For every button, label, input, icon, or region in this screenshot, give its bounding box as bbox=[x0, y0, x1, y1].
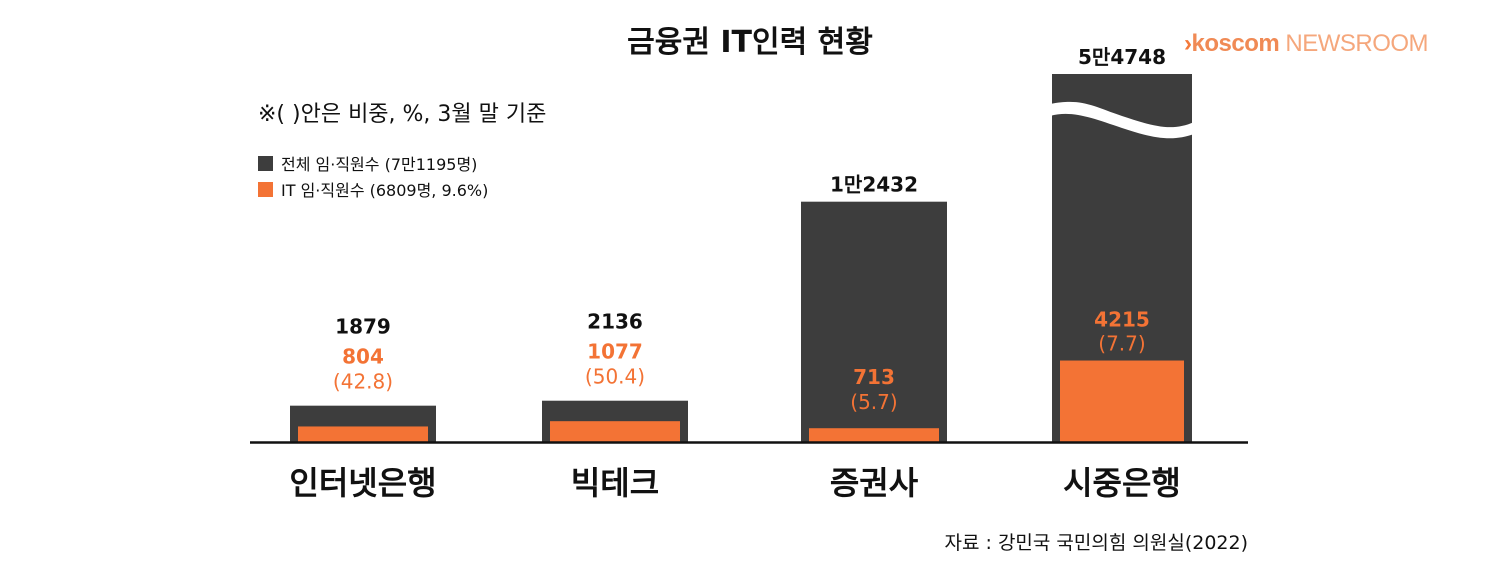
bar-it-0 bbox=[298, 426, 428, 442]
bar-it-2 bbox=[809, 428, 939, 442]
category-label-3: 시중은행 bbox=[1063, 464, 1181, 502]
label-it-0: 804 bbox=[342, 345, 384, 369]
legend-label-total: 전체 임·직원수 (7만1195명) bbox=[281, 155, 478, 174]
legend-item-it: IT 임·직원수 (6809명, 9.6%) bbox=[258, 176, 488, 202]
label-total-1: 2136 bbox=[587, 310, 643, 334]
category-label-1: 빅테크 bbox=[571, 464, 659, 502]
label-share-2: (5.7) bbox=[850, 390, 897, 414]
label-share-0: (42.8) bbox=[333, 370, 393, 394]
label-share-3: (7.7) bbox=[1098, 332, 1145, 356]
label-it-3: 4215 bbox=[1094, 308, 1150, 332]
source-note: 자료 : 강민국 국민의힘 의원실(2022) bbox=[944, 532, 1249, 554]
label-share-1: (50.4) bbox=[585, 365, 645, 389]
chart-title: 금융권 IT인력 현황 bbox=[627, 25, 873, 60]
legend-swatch-total bbox=[258, 155, 273, 171]
label-total-2: 1만2432 bbox=[830, 173, 918, 197]
category-label-2: 증권사 bbox=[830, 464, 919, 502]
label-total-3: 5만4748 bbox=[1078, 45, 1166, 69]
legend-swatch-it bbox=[258, 181, 273, 197]
label-total-0: 1879 bbox=[335, 315, 391, 339]
label-it-1: 1077 bbox=[587, 340, 643, 364]
legend-item-total: 전체 임·직원수 (7만1195명) bbox=[258, 150, 488, 176]
koscom-newsroom-logo: ›koscom NEWSROOM bbox=[1184, 30, 1429, 57]
category-label-0: 인터넷은행 bbox=[289, 464, 436, 502]
bar-it-3 bbox=[1060, 360, 1184, 442]
legend: 전체 임·직원수 (7만1195명) IT 임·직원수 (6809명, 9.6%… bbox=[258, 150, 488, 202]
chart-note: ※( )안은 비중, %, 3월 말 기준 bbox=[258, 102, 547, 127]
label-it-2: 713 bbox=[853, 365, 895, 389]
bar-total-2 bbox=[801, 201, 947, 442]
axis-break-mark bbox=[1050, 101, 1194, 139]
legend-label-it: IT 임·직원수 (6809명, 9.6%) bbox=[281, 181, 489, 200]
bar-it-1 bbox=[550, 421, 680, 442]
